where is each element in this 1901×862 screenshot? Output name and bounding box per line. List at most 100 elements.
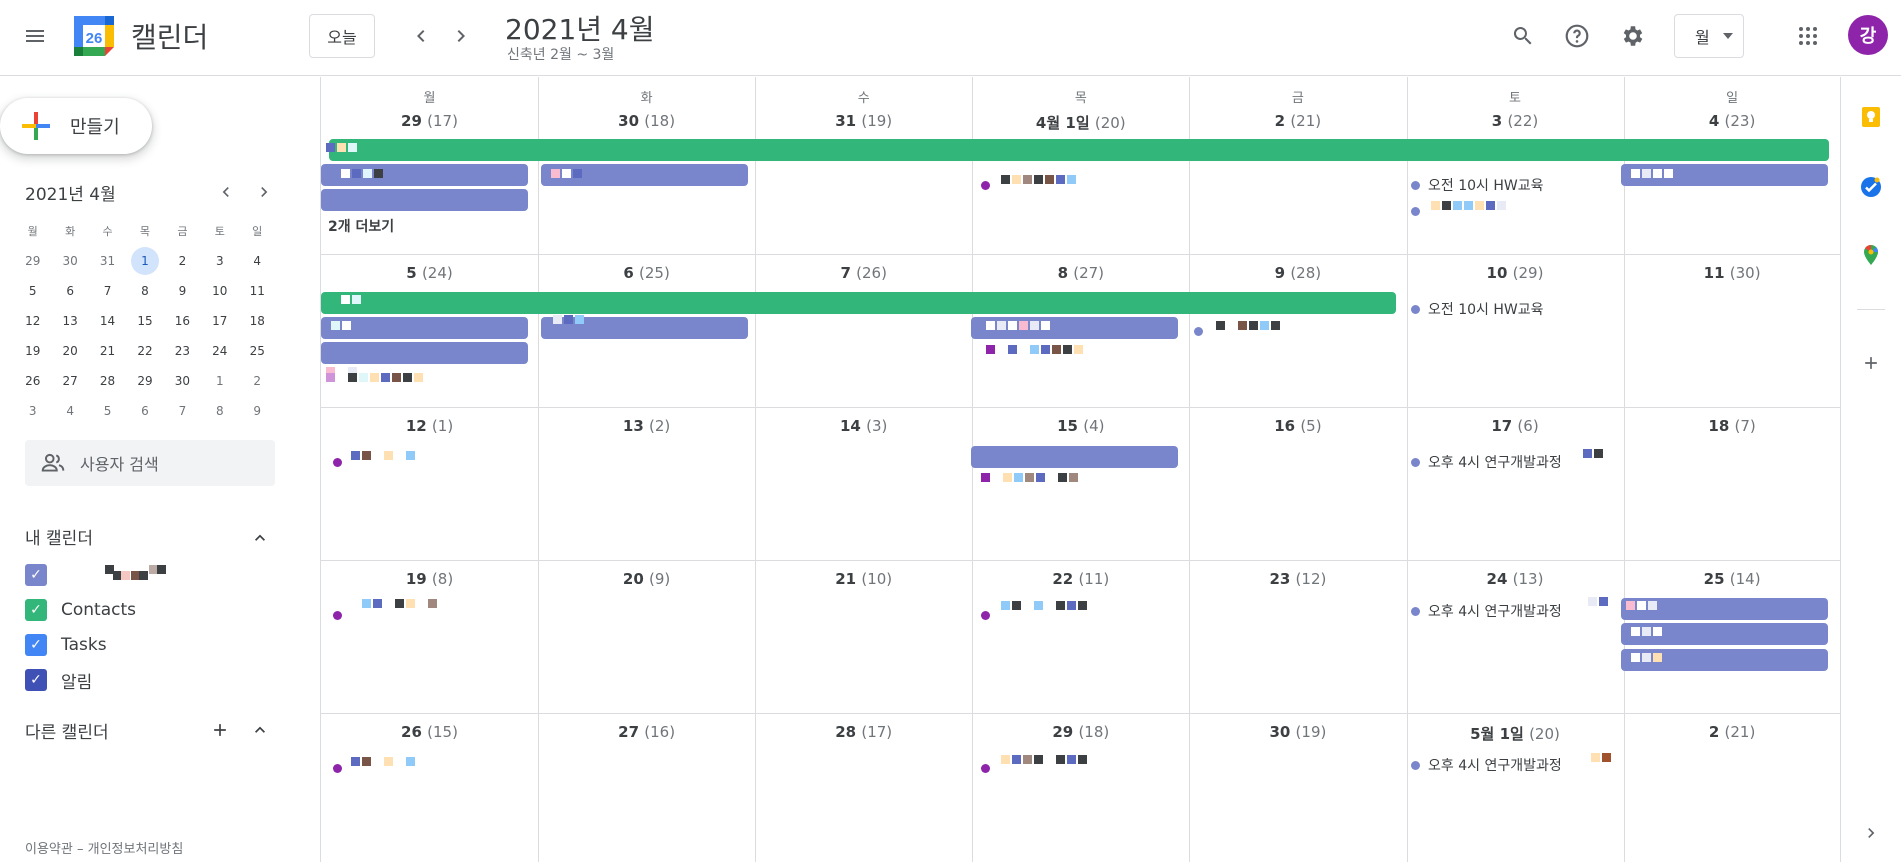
mini-day[interactable]: 9 <box>178 284 187 298</box>
mini-day[interactable]: 19 <box>25 344 41 358</box>
keep-button[interactable] <box>1847 93 1895 141</box>
day-number[interactable]: 15 (4) <box>972 417 1189 435</box>
event-chip[interactable] <box>321 317 528 339</box>
event-chip[interactable] <box>321 164 528 186</box>
settings-button[interactable] <box>1609 12 1657 60</box>
event-item[interactable] <box>333 605 350 625</box>
calendar-checkbox[interactable]: ✓ <box>25 564 47 586</box>
event-item[interactable] <box>333 452 350 472</box>
day-number[interactable]: 4월 1일 (20) <box>972 112 1189 133</box>
event-item[interactable] <box>1411 201 1428 221</box>
mini-day[interactable]: 5 <box>103 404 112 418</box>
account-avatar[interactable]: 강 <box>1848 15 1888 55</box>
day-number[interactable]: 2 (21) <box>1624 723 1841 741</box>
calendar-checkbox[interactable]: ✓ <box>25 634 47 656</box>
mini-day[interactable]: 3 <box>28 404 37 418</box>
event-item[interactable] <box>1194 321 1211 341</box>
mini-day[interactable]: 8 <box>141 284 149 298</box>
day-number[interactable]: 6 (25) <box>538 264 755 282</box>
mini-day[interactable]: 2 <box>253 374 262 388</box>
mini-day[interactable]: 4 <box>253 254 262 268</box>
event-item[interactable]: 오후 4시 연구개발과정 <box>1411 601 1562 621</box>
day-number[interactable]: 9 (28) <box>1189 264 1406 282</box>
prev-period-button[interactable] <box>397 12 445 60</box>
day-number[interactable]: 12 (1) <box>321 417 538 435</box>
event-item[interactable] <box>981 175 998 195</box>
multi-day-event-chip[interactable] <box>329 139 1829 161</box>
mini-next-month-button[interactable] <box>248 176 280 208</box>
calendar-list-item[interactable]: ✓ <box>25 561 166 589</box>
main-menu-button[interactable] <box>11 12 59 60</box>
mini-prev-month-button[interactable] <box>210 176 242 208</box>
day-number[interactable]: 5 (24) <box>321 264 538 282</box>
calendar-list-item[interactable]: ✓ 알림 <box>25 666 92 694</box>
calendar-checkbox[interactable]: ✓ <box>25 669 47 691</box>
day-number[interactable]: 4 (23) <box>1624 112 1841 130</box>
my-calendars-collapse-button[interactable] <box>246 524 274 552</box>
mini-day[interactable]: 30 <box>174 374 191 388</box>
hide-side-panel-button[interactable] <box>1847 809 1895 857</box>
mini-day[interactable]: 22 <box>137 344 153 358</box>
event-item[interactable] <box>333 758 350 778</box>
day-number[interactable]: 30 (19) <box>1189 723 1406 741</box>
calendar-logo[interactable]: 26 <box>73 15 115 57</box>
mini-day[interactable]: 28 <box>99 374 116 388</box>
mini-day[interactable]: 7 <box>178 404 187 418</box>
mini-day[interactable]: 10 <box>212 284 228 298</box>
calendar-list-item[interactable]: ✓ Tasks <box>25 631 107 659</box>
calendar-checkbox[interactable]: ✓ <box>25 599 47 621</box>
search-button[interactable] <box>1499 12 1547 60</box>
mini-day[interactable]: 30 <box>62 254 78 268</box>
day-number[interactable]: 31 (19) <box>755 112 972 130</box>
day-number[interactable]: 25 (14) <box>1624 570 1841 588</box>
day-number[interactable]: 14 (3) <box>755 417 972 435</box>
mini-day[interactable]: 6 <box>66 284 74 298</box>
day-number[interactable]: 22 (11) <box>972 570 1189 588</box>
day-number[interactable]: 21 (10) <box>755 570 972 588</box>
mini-day[interactable]: 29 <box>25 254 41 268</box>
day-number[interactable]: 11 (30) <box>1624 264 1841 282</box>
day-number[interactable]: 7 (26) <box>755 264 972 282</box>
day-number[interactable]: 20 (9) <box>538 570 755 588</box>
mini-day[interactable]: 1 <box>216 374 224 388</box>
mini-day[interactable]: 13 <box>62 314 78 328</box>
mini-day[interactable]: 6 <box>141 404 149 418</box>
event-chip[interactable] <box>1621 623 1828 645</box>
day-number[interactable]: 24 (13) <box>1407 570 1624 588</box>
mini-day[interactable]: 8 <box>216 404 224 418</box>
mini-day[interactable]: 29 <box>137 374 153 388</box>
tasks-button[interactable] <box>1847 163 1895 211</box>
day-number[interactable]: 30 (18) <box>538 112 755 130</box>
mini-day[interactable]: 2 <box>178 254 187 268</box>
event-item[interactable] <box>981 605 998 625</box>
mini-day[interactable]: 24 <box>212 344 228 358</box>
mini-day[interactable]: 18 <box>249 314 265 328</box>
search-people-input[interactable]: 사용자 검색 <box>25 440 275 486</box>
event-item[interactable]: 오후 4시 연구개발과정 <box>1411 755 1562 775</box>
google-apps-button[interactable] <box>1784 12 1832 60</box>
day-number[interactable]: 18 (7) <box>1624 417 1841 435</box>
event-chip[interactable] <box>1621 649 1828 671</box>
get-addons-button[interactable] <box>1847 339 1895 387</box>
day-number[interactable]: 17 (6) <box>1407 417 1624 435</box>
day-number[interactable]: 26 (15) <box>321 723 538 741</box>
mini-day[interactable]: 31 <box>99 254 116 268</box>
terms-privacy-links[interactable]: 이용약관 – 개인정보처리방침 <box>25 842 184 857</box>
day-number[interactable]: 8 (27) <box>972 264 1189 282</box>
multi-day-event-chip[interactable] <box>321 292 1396 314</box>
mini-day[interactable]: 16 <box>174 314 191 328</box>
mini-day[interactable]: 15 <box>137 314 153 328</box>
event-chip[interactable] <box>541 317 748 339</box>
event-item[interactable]: 오후 4시 연구개발과정 <box>1411 452 1562 472</box>
day-number[interactable]: 28 (17) <box>755 723 972 741</box>
event-chip[interactable] <box>1621 598 1828 620</box>
day-number[interactable]: 16 (5) <box>1189 417 1406 435</box>
support-button[interactable] <box>1553 12 1601 60</box>
event-item[interactable] <box>981 758 998 778</box>
mini-day[interactable]: 23 <box>174 344 191 358</box>
mini-day[interactable]: 3 <box>216 254 224 268</box>
event-item[interactable]: 오전 10시 HW교육 <box>1411 175 1544 195</box>
mini-day[interactable]: 11 <box>249 284 265 298</box>
day-number[interactable]: 29 (18) <box>972 723 1189 741</box>
mini-day[interactable]: 5 <box>28 284 37 298</box>
